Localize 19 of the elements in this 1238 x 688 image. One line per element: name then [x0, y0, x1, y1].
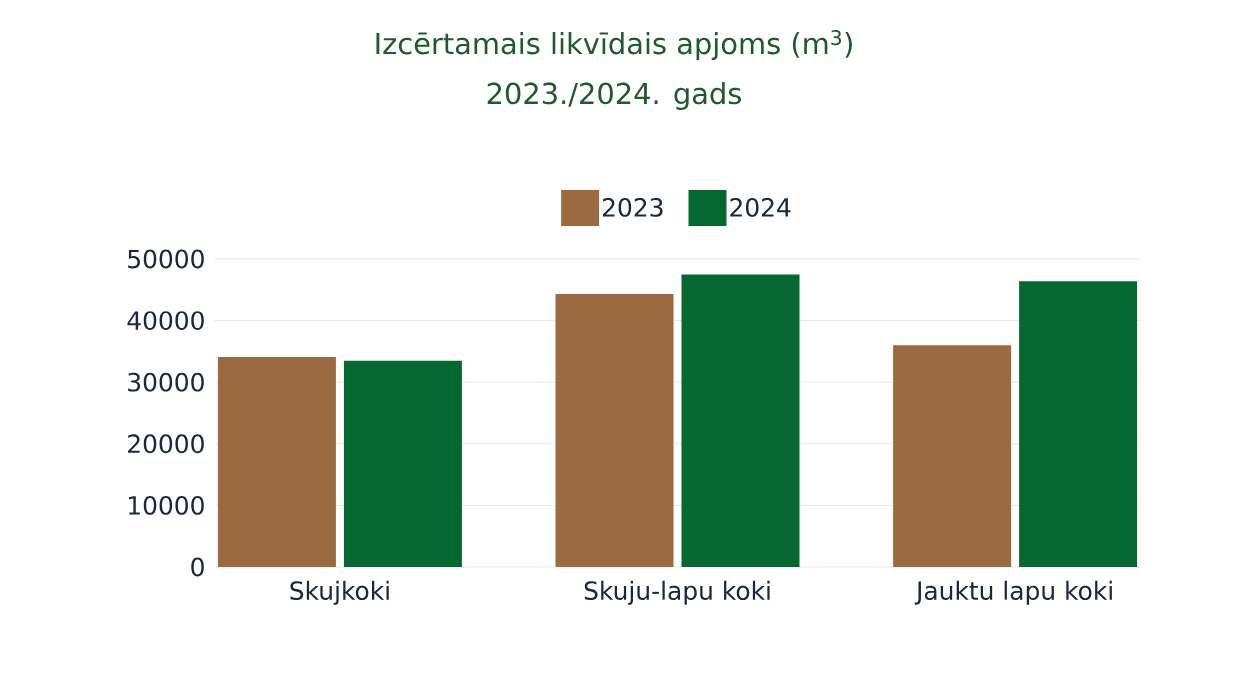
- bar: [343, 360, 462, 567]
- bar: [893, 345, 1012, 567]
- bar: [1019, 281, 1138, 567]
- y-tick-label: 0: [191, 557, 204, 577]
- y-tick-label: 30000: [128, 372, 204, 392]
- chart-title: Izcērtamais likvīdais apjoms (m$^{3}$): [376, 29, 852, 60]
- x-tick-label: Jauktu lapu koki: [914, 580, 1112, 605]
- y-tick-label: 50000: [128, 249, 204, 269]
- x-tick-label: Skuju-lapu koki: [584, 580, 770, 605]
- chart-subtitle: 2023./2024. gads: [487, 82, 741, 110]
- bar: [555, 294, 674, 567]
- y-tick-label: 20000: [128, 434, 204, 454]
- legend-label: 2023: [602, 198, 663, 217]
- y-tick-label: 40000: [127, 311, 204, 331]
- bar: [681, 274, 800, 567]
- x-tick-label: Skujkoki: [290, 580, 389, 605]
- y-tick-label: 10000: [128, 495, 204, 515]
- bar: [217, 356, 336, 567]
- legend-label: 2024: [730, 198, 791, 217]
